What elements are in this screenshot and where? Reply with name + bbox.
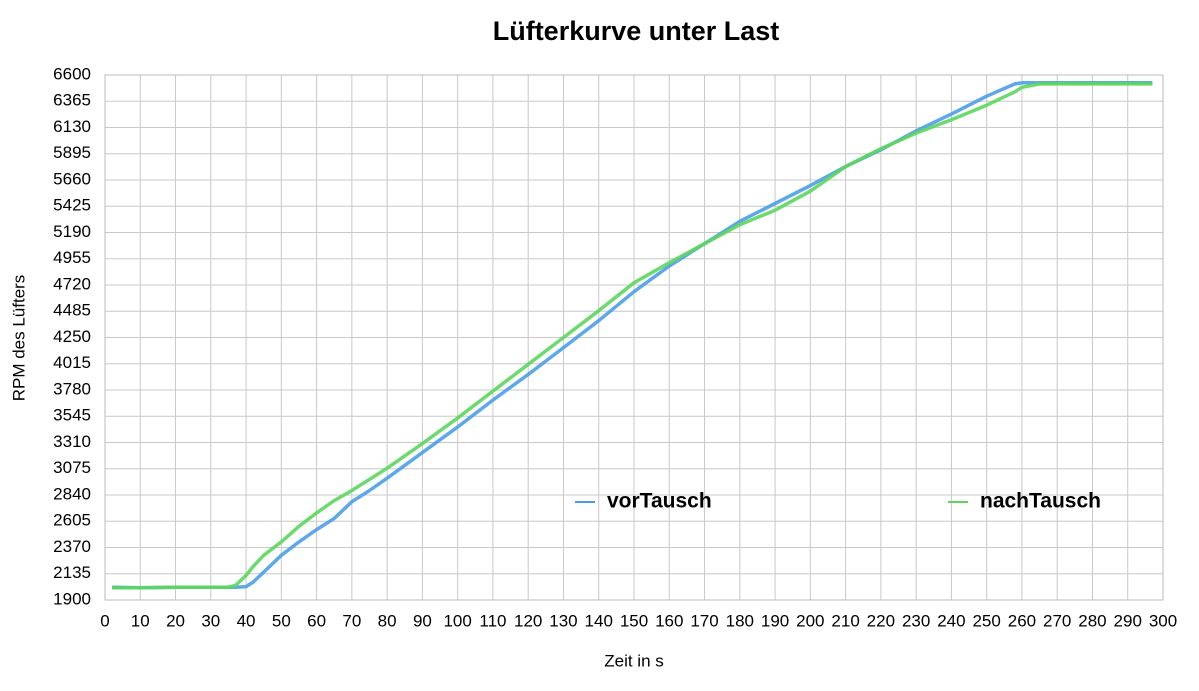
x-tick-label: 110 [479,611,506,630]
y-tick-label: 3780 [53,379,91,398]
x-axis-label: Zeit in s [604,651,664,670]
legend-label: vorTausch [607,490,712,513]
x-tick-label: 60 [307,611,326,630]
y-tick-label: 3310 [53,432,91,451]
y-tick-label: 3545 [53,406,91,425]
x-tick-label: 20 [166,611,185,630]
legend-label: nachTausch [980,490,1101,513]
series-line [112,81,1153,590]
x-tick-label: 70 [342,611,361,630]
x-tick-label: 250 [972,611,1000,630]
y-tick-label: 4015 [53,353,91,372]
x-tick-label: 200 [796,611,824,630]
y-tick-label: 4485 [53,301,91,320]
y-tick-label: 4250 [53,327,91,346]
x-tick-label: 260 [1008,611,1036,630]
y-tick-label: 2370 [53,537,91,556]
y-tick-label: 5190 [53,222,91,241]
x-tick-label: 0 [100,611,109,630]
y-tick-label: 3075 [53,458,91,477]
y-tick-label: 5660 [53,169,91,188]
x-tick-label: 270 [1043,611,1071,630]
y-tick-label: 4720 [53,274,91,293]
x-tick-label: 50 [272,611,291,630]
x-tick-label: 280 [1078,611,1106,630]
x-tick-label: 160 [655,611,683,630]
series-line [112,82,1153,590]
y-tick-label: 2840 [53,484,91,503]
x-tick-label: 120 [514,611,542,630]
x-tick-label: 130 [549,611,577,630]
x-tick-label: 230 [902,611,930,630]
plot-border [104,74,1164,601]
y-tick-label: 1900 [53,589,91,608]
x-tick-label: 140 [585,611,613,630]
x-tick-label: 100 [443,611,471,630]
chart-title: Lüfterkurve unter Last [493,16,780,46]
y-tick-label: 5425 [53,196,91,215]
x-tick-label: 210 [831,611,859,630]
x-tick-label: 10 [131,611,150,630]
x-tick-label: 220 [867,611,895,630]
y-axis-label: RPM des Lüfters [9,275,28,402]
y-tick-label: 4955 [53,248,91,267]
x-tick-label: 170 [690,611,718,630]
x-tick-label: 40 [237,611,256,630]
y-tick-label: 6365 [53,91,91,110]
x-tick-label: 240 [937,611,965,630]
y-tick-label: 2135 [53,563,91,582]
x-tick-label: 290 [1114,611,1142,630]
x-tick-label: 30 [201,611,220,630]
x-tick-label: 300 [1149,611,1177,630]
x-tick-label: 150 [620,611,648,630]
x-tick-label: 190 [761,611,789,630]
x-tick-label: 80 [378,611,397,630]
y-tick-label: 2605 [53,511,91,530]
y-tick-label: 6600 [53,64,91,83]
x-tick-label: 180 [726,611,754,630]
y-tick-label: 6130 [53,117,91,136]
y-tick-label: 5895 [53,143,91,162]
x-tick-label: 90 [413,611,432,630]
